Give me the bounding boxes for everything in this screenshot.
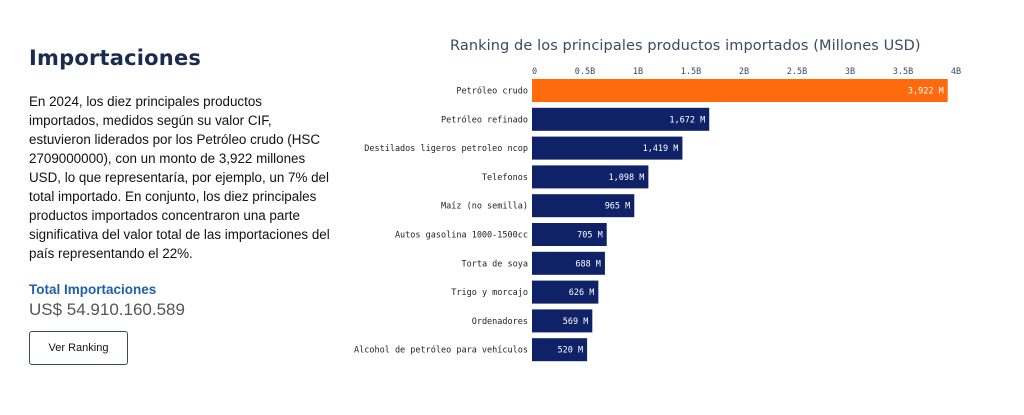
value-label: 705 M — [577, 231, 603, 241]
value-label: 688 M — [575, 259, 601, 269]
category-label: Destilados ligeros petroleo ncop — [364, 144, 528, 154]
category-label: Telefonos — [482, 173, 528, 183]
category-label: Torta de soya — [461, 259, 528, 269]
category-label: Autos gasolina 1000-1500cc — [395, 231, 528, 241]
x-tick-label: 2B — [739, 67, 749, 77]
value-label: 1,098 M — [609, 173, 645, 183]
bar — [532, 107, 710, 131]
bar — [532, 165, 649, 189]
category-label: Alcohol de petróleo para vehículos — [354, 345, 528, 356]
bar — [532, 194, 635, 218]
value-label: 520 M — [558, 346, 584, 356]
bar — [532, 280, 599, 304]
bar — [532, 136, 683, 160]
x-tick-label: 0.5B — [575, 67, 595, 77]
x-tick-label: 2.5B — [787, 67, 807, 77]
value-label: 569 M — [563, 317, 589, 327]
info-panel: Importaciones En 2024, los diez principa… — [29, 46, 334, 320]
total-label: Total Importaciones — [29, 282, 157, 297]
total-value: US$ 54.910.160.589 — [29, 300, 185, 319]
bar — [532, 338, 588, 362]
category-label: Petróleo crudo — [456, 86, 528, 97]
chart-title: Ranking de los principales productos imp… — [450, 38, 921, 54]
x-tick-label: 3B — [845, 67, 855, 77]
category-label: Trigo y morcajo — [451, 288, 528, 298]
section-title: Importaciones — [29, 46, 202, 70]
x-tick-label: 3.5B — [893, 67, 913, 77]
value-label: 1,672 M — [669, 115, 705, 125]
bar — [532, 309, 593, 333]
bar — [532, 79, 948, 102]
value-label: 626 M — [569, 288, 595, 298]
x-tick-label: 1B — [633, 67, 643, 77]
value-label: 1,419 M — [643, 144, 679, 154]
x-tick-label: 4B — [951, 67, 961, 77]
value-label: 965 M — [605, 202, 631, 212]
bar — [532, 223, 607, 246]
category-label: Maíz (no semilla) — [441, 202, 528, 212]
section-description: En 2024, los diez principales productos … — [29, 94, 330, 261]
value-label: 3,922 M — [908, 87, 944, 97]
view-ranking-button[interactable]: Ver Ranking — [29, 331, 128, 365]
bar — [532, 251, 605, 275]
category-label: Ordenadores — [472, 317, 528, 327]
x-tick-label: 1.5B — [681, 67, 701, 77]
x-tick-label: 0 — [532, 67, 537, 77]
category-label: Petróleo refinado — [441, 114, 528, 125]
